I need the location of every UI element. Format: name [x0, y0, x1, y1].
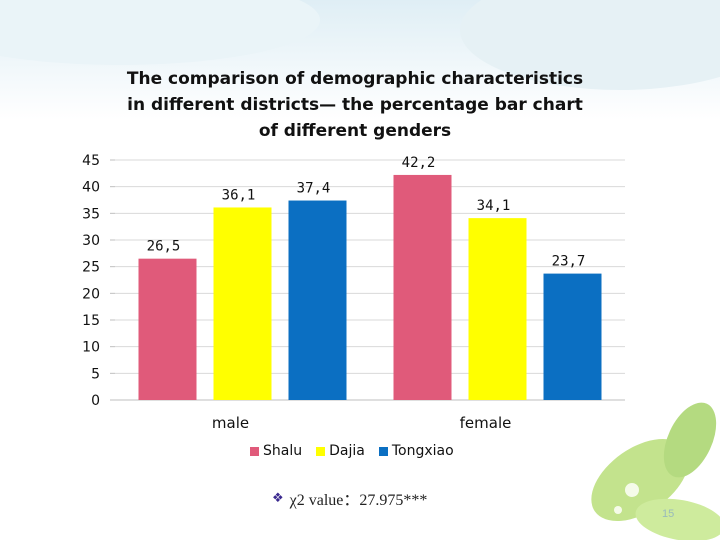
leaf-decoration [591, 402, 720, 540]
diamond-bullet-icon: ❖ [272, 490, 284, 505]
legend-label-dajia: Dajia [329, 443, 365, 459]
y-tick-label: 25 [82, 260, 100, 276]
data-label: 42,2 [402, 155, 436, 171]
legend-item-dajia: Dajia [316, 443, 365, 459]
bar-dajia-female [468, 218, 527, 400]
legend-item-shalu: Shalu [250, 443, 302, 459]
legend-label-tongxiao: Tongxiao [391, 443, 454, 459]
bar-tongxiao-male [288, 200, 347, 400]
chi-square-note: ❖ χ2 value：27.975*** [272, 486, 427, 510]
chart-title: The comparison of demographic characteri… [126, 69, 584, 141]
bar-shalu-female [393, 174, 452, 400]
y-tick-label: 30 [82, 233, 100, 249]
data-label: 34,1 [477, 198, 511, 214]
y-tick-label: 0 [91, 393, 100, 409]
y-tick-label: 20 [82, 286, 100, 302]
page-number: 15 [662, 508, 675, 520]
legend-label-shalu: Shalu [263, 443, 303, 459]
y-tick-label: 45 [82, 153, 100, 169]
bar-shalu-male [138, 258, 197, 400]
chart-legend: Shalu Dajia Tongxiao [250, 443, 454, 459]
legend-swatch-tongxiao [378, 446, 388, 456]
x-category-label: female [460, 414, 512, 432]
y-tick-label: 15 [82, 313, 100, 329]
y-tick-label: 10 [82, 340, 100, 356]
bar-dajia-male [213, 207, 272, 400]
data-label: 36,1 [222, 187, 256, 203]
data-label: 37,4 [297, 181, 331, 197]
chi-square-value: χ2 value：27.975*** [289, 492, 428, 509]
y-tick-label: 5 [91, 366, 100, 382]
x-category-label: male [212, 414, 249, 432]
y-tick-label: 35 [82, 206, 100, 222]
data-label: 23,7 [552, 254, 586, 270]
y-tick-label: 40 [82, 180, 100, 196]
legend-item-tongxiao: Tongxiao [378, 443, 454, 459]
data-label: 26,5 [147, 239, 181, 255]
legend-swatch-dajia [316, 446, 326, 456]
legend-swatch-shalu [250, 446, 259, 456]
bar-tongxiao-female [543, 273, 602, 400]
